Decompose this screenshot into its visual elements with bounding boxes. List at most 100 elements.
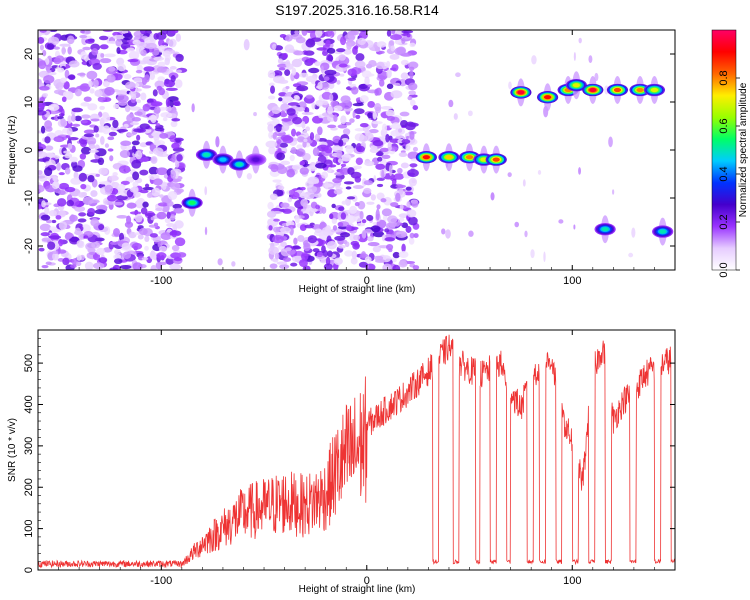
noise-speck [385, 133, 390, 143]
noise-speck [156, 252, 167, 260]
noise-speck [131, 140, 140, 146]
snr-frame [37, 329, 676, 571]
noise-speck [379, 147, 389, 153]
noise-speck [90, 190, 98, 197]
noise-speck [74, 205, 86, 212]
noise-speck [332, 177, 342, 184]
noise-speck [302, 140, 307, 148]
noise-speck [109, 155, 114, 162]
noise-speck [114, 249, 121, 255]
noise-speck [286, 108, 296, 116]
noise-speck [409, 163, 418, 168]
noise-speck [304, 224, 315, 229]
noise-speck [38, 170, 43, 175]
noise-speck [293, 237, 298, 245]
noise-speck [74, 227, 82, 236]
noise-speck [81, 224, 91, 233]
noise-speck [97, 96, 106, 101]
noise-speck [148, 115, 157, 121]
noise-speck [133, 128, 144, 133]
noise-speck [99, 105, 105, 110]
noise-speck [305, 180, 314, 188]
noise-speck [337, 222, 344, 227]
noise-speck [175, 161, 180, 168]
noise-speck [345, 197, 351, 206]
noise-speck [354, 60, 366, 69]
noise-speck [172, 203, 183, 209]
noise-speck [173, 99, 181, 106]
noise-speck [380, 106, 393, 110]
spectral-feature [195, 140, 218, 169]
noise-speck [272, 118, 280, 125]
noise-speck [102, 114, 111, 122]
noise-speck [58, 172, 65, 176]
noise-speck [372, 245, 381, 253]
y-tick-label: 0 [23, 147, 35, 153]
noise-speck [154, 80, 165, 89]
noise-speck [296, 144, 303, 150]
noise-speck [329, 93, 334, 102]
snr-y-axis: 0 100 200 300 400 500 [23, 337, 675, 573]
noise-speck [83, 235, 89, 239]
noise-speck [363, 187, 372, 194]
noise-speck [268, 225, 273, 231]
noise-speck [299, 210, 303, 216]
colorbar-tick-label: 0.2 [718, 214, 730, 229]
noise-speck [301, 30, 308, 36]
noise-speck [573, 224, 576, 230]
noise-speck [387, 145, 392, 151]
noise-speck [340, 115, 347, 125]
noise-speck [164, 217, 171, 224]
noise-speck [347, 68, 357, 77]
noise-speck [400, 72, 409, 80]
noise-speck [386, 83, 394, 89]
noise-speck [88, 149, 99, 153]
noise-speck [279, 142, 289, 148]
noise-speck [337, 244, 346, 249]
noise-speck [134, 213, 143, 223]
noise-speck [162, 149, 167, 158]
noise-speck [170, 120, 178, 128]
noise-speck [142, 56, 154, 64]
noise-speck [307, 59, 318, 64]
noise-speck [40, 214, 51, 221]
noise-speck [352, 165, 362, 170]
noise-speck [445, 229, 451, 239]
noise-speck [117, 63, 127, 72]
spectral-feature [537, 83, 559, 112]
noise-speck [366, 214, 374, 221]
noise-speck [71, 123, 81, 127]
noise-speck [47, 36, 60, 46]
noise-speck [351, 250, 358, 260]
noise-speck [388, 40, 395, 46]
noise-speck [370, 225, 381, 233]
noise-speck [514, 221, 520, 228]
noise-speck [382, 214, 388, 222]
noise-speck [381, 169, 385, 179]
noise-speck [354, 45, 359, 50]
noise-speck [129, 122, 140, 126]
noise-speck [287, 196, 293, 203]
noise-speck [325, 39, 331, 47]
y-tick-label: 300 [23, 437, 35, 455]
noise-speck [367, 101, 376, 108]
noise-speck [292, 245, 300, 249]
noise-speck [317, 126, 323, 136]
noise-speck [340, 95, 351, 104]
noise-speck [299, 72, 309, 78]
noise-speck [67, 143, 73, 150]
noise-speck [302, 265, 311, 270]
noise-speck [343, 48, 352, 55]
noise-speck [99, 35, 109, 41]
noise-speck [55, 215, 62, 220]
noise-speck [312, 248, 320, 253]
noise-speck [314, 192, 322, 198]
noise-speck [367, 112, 373, 119]
noise-speck [40, 125, 46, 134]
noise-speck [171, 118, 181, 122]
noise-speck [381, 208, 392, 217]
noise-speck [317, 81, 323, 90]
noise-speck [284, 247, 292, 252]
noise-speck [531, 55, 537, 65]
noise-speck [153, 56, 165, 61]
